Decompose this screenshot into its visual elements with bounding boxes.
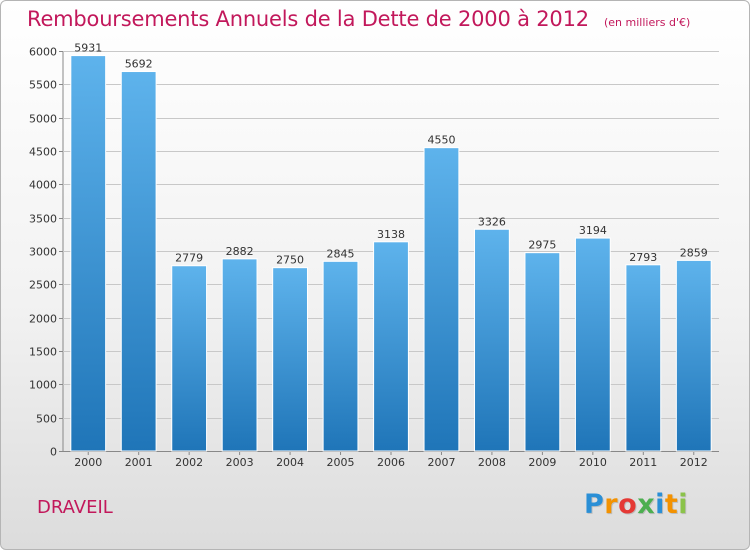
logo-letter: P [584,489,605,520]
bar-2008 [474,228,510,452]
value-label-2006: 3138 [377,228,405,241]
logo-letter: i [678,489,689,520]
y-tick-label: 1000 [29,379,57,392]
x-tick-label-2004: 2004 [276,456,304,469]
chart-unit: (en milliers d'€) [604,16,691,29]
value-label-2000: 5931 [74,42,102,55]
proxiti-logo: Proxiti [584,489,688,520]
value-label-2002: 2779 [175,252,203,265]
bars-layer [70,55,712,452]
logo-letter: t [664,489,679,520]
value-label-2011: 2793 [629,251,657,264]
logo-letter: o [618,489,638,520]
value-label-2012: 2859 [680,246,708,259]
logo-letter: i [655,489,665,520]
logo-letter: x [637,489,656,520]
y-tick-label: 2500 [29,279,57,292]
y-tick-label: 500 [36,413,57,426]
y-tick-label: 0 [50,446,57,459]
x-tick-label-2007: 2007 [427,456,455,469]
value-label-2005: 2845 [327,247,355,260]
y-tick-label: 3000 [29,246,57,259]
bar-2010 [574,237,611,452]
x-tick-label-2011: 2011 [629,456,657,469]
bar-2004 [272,267,308,452]
value-label-2009: 2975 [528,239,556,252]
y-tick-label: 4500 [29,146,57,159]
x-tick-label-2003: 2003 [226,456,254,469]
labels-layer: 0 500 1000 1500 2000 2500 3000 3500 4000 4500 5000… [29,42,708,469]
y-tick-label: 2000 [29,313,57,326]
bar-2005 [322,260,359,452]
bar-2007 [423,147,460,452]
x-tick-label-2002: 2002 [175,456,203,469]
bar-2006 [373,241,409,452]
logo-letter: r [604,489,619,520]
y-tick-label: 1500 [29,346,57,359]
x-tick-label-2006: 2006 [377,456,405,469]
value-label-2001: 5692 [125,58,153,71]
bar-2003 [221,258,258,452]
x-tick-label-2000: 2000 [74,456,102,469]
city-name: DRAVEIL [37,497,113,518]
x-tick-label-2010: 2010 [579,456,607,469]
bar-2002 [171,265,208,452]
y-tick-label: 4000 [29,179,57,192]
x-tick-label-2001: 2001 [125,456,153,469]
bar-2012 [675,259,712,452]
value-label-2010: 3194 [579,224,607,237]
x-tick-label-2012: 2012 [680,456,708,469]
value-label-2008: 3326 [478,215,506,228]
value-label-2007: 4550 [427,134,455,147]
bar-2011 [625,264,662,452]
x-tick-label-2008: 2008 [478,456,506,469]
x-tick-label-2005: 2005 [327,456,355,469]
y-tick-label: 6000 [29,46,57,59]
bar-2001 [120,71,157,452]
title-row: Remboursements Annuels de la Dette de 20… [27,7,690,31]
chart-title: Remboursements Annuels de la Dette de 20… [27,7,589,31]
y-tick-label: 5500 [29,79,57,92]
value-label-2003: 2882 [226,245,254,258]
x-tick-label-2009: 2009 [528,456,556,469]
y-tick-label: 5000 [29,113,57,126]
y-tick-label: 3500 [29,213,57,226]
bar-2009 [524,252,561,452]
bar-2000 [70,55,107,452]
value-label-2004: 2750 [276,254,304,267]
